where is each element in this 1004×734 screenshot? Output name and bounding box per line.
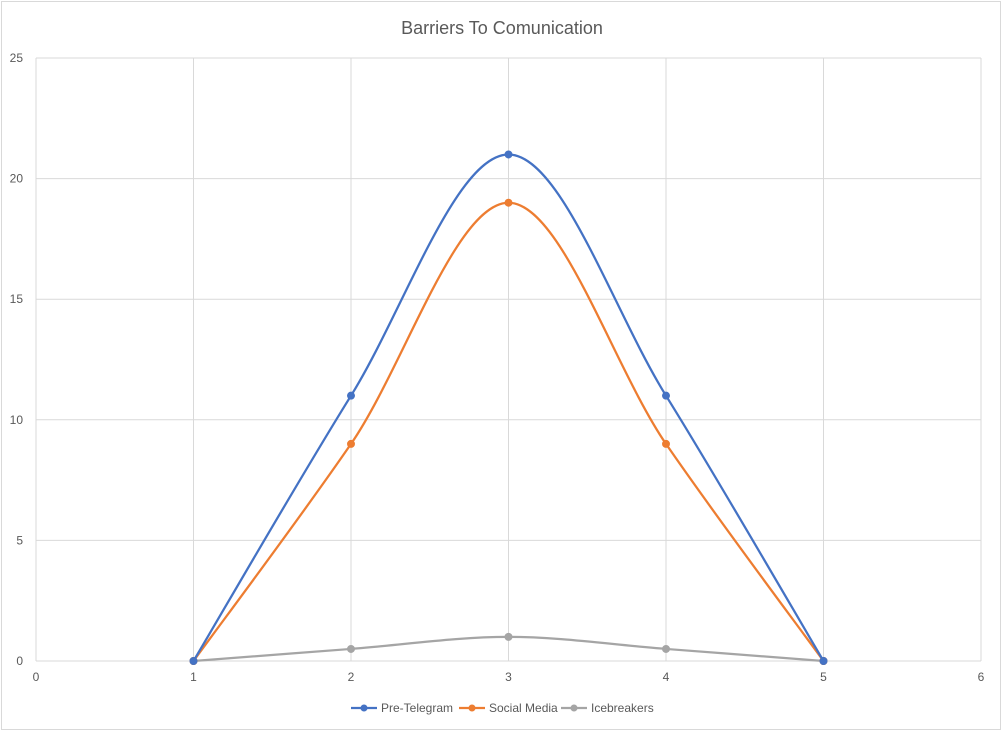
legend-item-icebreakers: Icebreakers bbox=[561, 701, 654, 715]
x-tick-label: 2 bbox=[348, 670, 355, 684]
data-point bbox=[189, 657, 198, 665]
y-tick-label: 20 bbox=[10, 172, 24, 186]
x-tick-label: 0 bbox=[33, 670, 40, 684]
x-tick-label: 4 bbox=[663, 670, 670, 684]
y-tick-label: 15 bbox=[10, 292, 24, 306]
axes: 0 5 10 15 20 25 0 1 2 3 4 5 6 bbox=[10, 51, 985, 684]
data-point bbox=[504, 632, 513, 641]
data-point bbox=[819, 657, 828, 665]
x-tick-label: 1 bbox=[190, 670, 197, 684]
x-tick-label: 3 bbox=[505, 670, 512, 684]
gridlines bbox=[35, 57, 982, 661]
data-point bbox=[504, 150, 513, 159]
legend-marker bbox=[468, 704, 476, 712]
y-tick-label: 0 bbox=[16, 654, 23, 668]
data-point bbox=[347, 644, 355, 653]
data-point bbox=[347, 391, 355, 400]
series-pre-telegram bbox=[189, 150, 828, 665]
legend-item-pre-telegram: Pre-Telegram bbox=[351, 701, 453, 715]
series-group bbox=[189, 150, 828, 665]
legend-item-social-media: Social Media bbox=[459, 701, 558, 715]
legend-marker bbox=[360, 704, 368, 712]
y-tick-label: 5 bbox=[16, 533, 23, 547]
data-point bbox=[504, 198, 513, 207]
chart-title: Barriers To Comunication bbox=[401, 18, 603, 38]
data-point bbox=[662, 391, 670, 400]
legend-label: Social Media bbox=[489, 701, 558, 715]
y-tick-label: 10 bbox=[10, 413, 24, 427]
x-tick-label: 5 bbox=[820, 670, 827, 684]
legend: Pre-Telegram Social Media Icebreakers bbox=[351, 701, 654, 715]
data-point bbox=[347, 439, 355, 448]
data-point bbox=[662, 644, 670, 653]
legend-marker bbox=[570, 704, 578, 712]
data-point bbox=[662, 439, 670, 448]
legend-label: Icebreakers bbox=[591, 701, 654, 715]
legend-label: Pre-Telegram bbox=[381, 701, 453, 715]
y-tick-label: 25 bbox=[10, 51, 24, 65]
x-tick-label: 6 bbox=[978, 670, 985, 684]
